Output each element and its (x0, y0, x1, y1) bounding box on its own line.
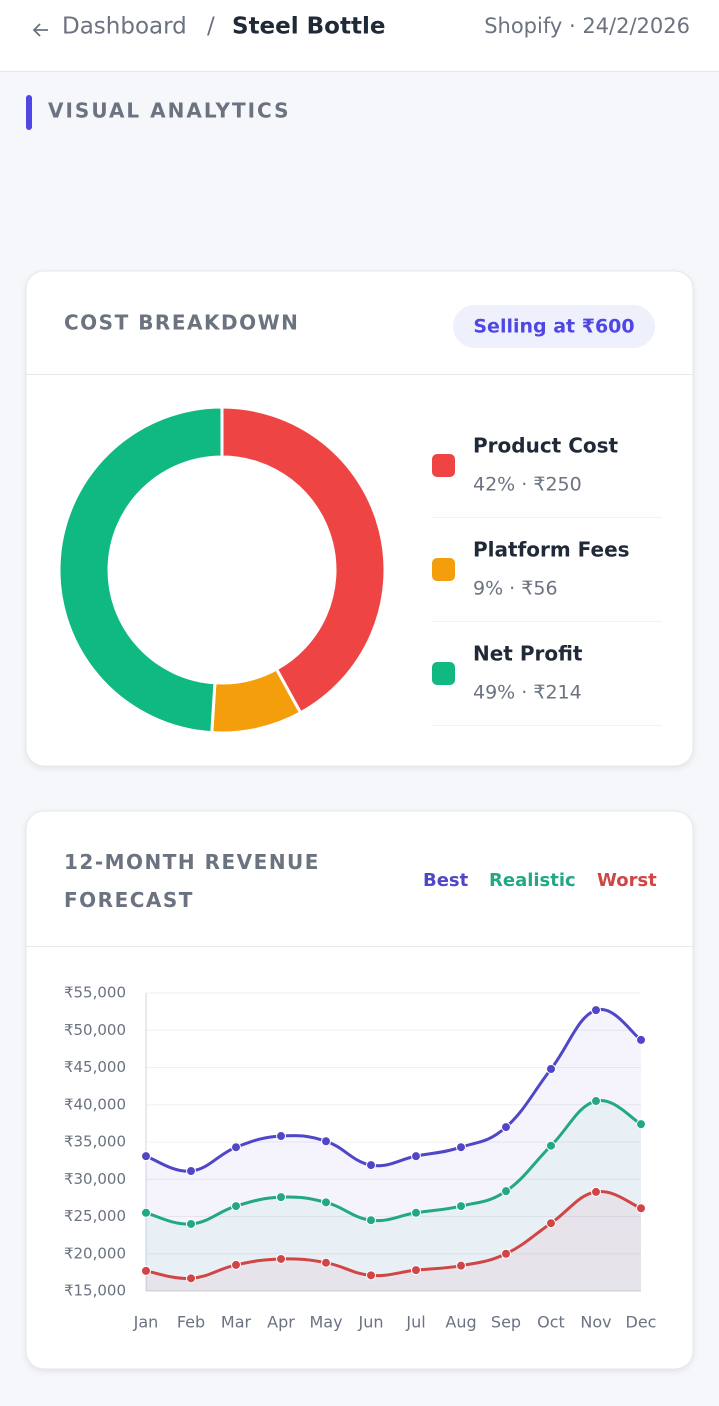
x-tick-label: Jan (133, 1313, 159, 1332)
x-tick-label: Aug (445, 1313, 476, 1332)
x-tick-label: Oct (537, 1313, 565, 1332)
x-tick-label: Jun (358, 1313, 384, 1332)
legend-detail: 49% · ₹214 (473, 682, 582, 704)
x-tick-label: Nov (580, 1313, 611, 1332)
section-accent (26, 95, 32, 130)
x-tick-label: May (309, 1313, 342, 1332)
legend-label: Product Cost (473, 434, 619, 458)
data-point (231, 1201, 241, 1212)
back-link[interactable]: Dashboard (62, 14, 187, 40)
data-point (591, 1096, 601, 1107)
data-point (411, 1265, 421, 1276)
breadcrumb-separator: / (207, 14, 215, 40)
legend-detail: 9% · ₹56 (473, 578, 558, 600)
donut-segment (220, 405, 387, 715)
legend-detail: 42% · ₹250 (473, 474, 582, 496)
data-point (456, 1260, 466, 1271)
y-tick-label: ₹30,000 (64, 1170, 126, 1188)
card-title: 12-MONTH REVENUE FORECAST (64, 850, 320, 912)
y-tick-label: ₹45,000 (64, 1058, 126, 1076)
data-point (546, 1218, 556, 1229)
data-point (366, 1160, 376, 1171)
back-arrow[interactable] (32, 23, 48, 37)
x-tick-label: Sep (491, 1313, 521, 1332)
y-tick-label: ₹20,000 (64, 1244, 126, 1262)
data-point (276, 1131, 286, 1142)
x-tick-label: Dec (626, 1313, 657, 1332)
data-point (186, 1273, 196, 1284)
data-point (546, 1140, 556, 1151)
legend-label: Net Profit (473, 642, 583, 666)
data-point (321, 1257, 331, 1268)
data-point (141, 1151, 151, 1162)
data-point (591, 1005, 601, 1016)
header-bar (0, 0, 719, 71)
data-point (321, 1197, 331, 1208)
badge (453, 305, 655, 348)
y-tick-label: ₹50,000 (64, 1021, 126, 1039)
data-point (501, 1186, 511, 1197)
legend-label: Platform Fees (473, 538, 630, 562)
y-tick-label: ₹55,000 (64, 984, 126, 1002)
data-point (276, 1192, 286, 1203)
data-point (141, 1265, 151, 1276)
x-tick-label: Jul (405, 1313, 425, 1332)
legend-swatch (432, 454, 455, 477)
data-point (411, 1151, 421, 1162)
data-point (366, 1215, 376, 1226)
x-tick-label: Feb (177, 1313, 205, 1332)
data-point (501, 1122, 511, 1133)
header-meta: Shopify · 24/2/2026 (484, 14, 690, 38)
data-point (636, 1203, 646, 1214)
data-point (636, 1119, 646, 1130)
legend-item: Worst (597, 870, 657, 891)
data-point (366, 1270, 376, 1281)
forecast-card (25, 810, 694, 1370)
data-point (231, 1259, 241, 1270)
data-point (186, 1166, 196, 1177)
legend-item: Best (423, 870, 469, 891)
data-point (636, 1034, 646, 1045)
y-tick-label: ₹15,000 (64, 1282, 126, 1300)
data-point (546, 1063, 556, 1074)
y-tick-label: ₹25,000 (64, 1207, 126, 1225)
badge-text: Selling at ₹600 (473, 316, 634, 338)
data-point (456, 1142, 466, 1153)
legend-swatch (432, 558, 455, 581)
card-title: COST BREAKDOWN (64, 311, 299, 335)
x-tick-label: Apr (267, 1313, 295, 1332)
legend-swatch (432, 662, 455, 685)
donut-segment (57, 405, 224, 735)
legend-item: Realistic (489, 870, 576, 891)
data-point (456, 1201, 466, 1212)
data-point (231, 1142, 241, 1153)
y-tick-label: ₹35,000 (64, 1133, 126, 1151)
page-title: Steel Bottle (232, 14, 385, 40)
series-area (146, 1100, 641, 1291)
data-point (141, 1207, 151, 1218)
data-point (501, 1248, 511, 1259)
data-point (186, 1218, 196, 1229)
data-point (321, 1136, 331, 1147)
section-title: VISUAL ANALYTICS (48, 99, 290, 123)
data-point (276, 1253, 286, 1264)
x-tick-label: Mar (221, 1313, 252, 1332)
series-area (146, 1009, 641, 1291)
data-point (411, 1207, 421, 1218)
data-point (591, 1186, 601, 1197)
y-tick-label: ₹40,000 (64, 1095, 126, 1113)
series-area (146, 1191, 641, 1291)
